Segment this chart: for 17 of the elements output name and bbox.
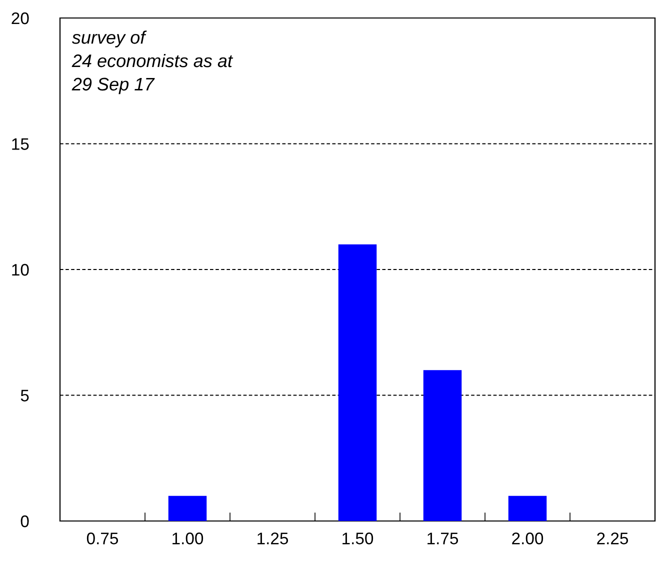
y-tick-label: 15 bbox=[12, 138, 29, 150]
bar bbox=[168, 496, 207, 521]
bar bbox=[508, 496, 547, 521]
x-tick-label: 1.00 bbox=[172, 532, 204, 544]
x-tick-label: 0.75 bbox=[86, 532, 118, 544]
y-tick-label: 0 bbox=[20, 515, 29, 528]
x-tick-label: 1.75 bbox=[428, 532, 458, 544]
x-tick-label: 2.00 bbox=[512, 532, 544, 544]
x-tick-label: 1.25 bbox=[258, 532, 288, 544]
y-tick-label: 10 bbox=[12, 264, 29, 276]
x-tick-label: 1.50 bbox=[342, 532, 374, 544]
y-tick-label: 5 bbox=[20, 390, 29, 402]
x-tick-label: 2.25 bbox=[597, 532, 628, 544]
annotation: survey of 24 economists as at 29 Sep 17 bbox=[72, 30, 234, 94]
bar bbox=[423, 370, 462, 521]
y-tick-label: 20 bbox=[12, 12, 29, 24]
bar bbox=[338, 244, 377, 521]
